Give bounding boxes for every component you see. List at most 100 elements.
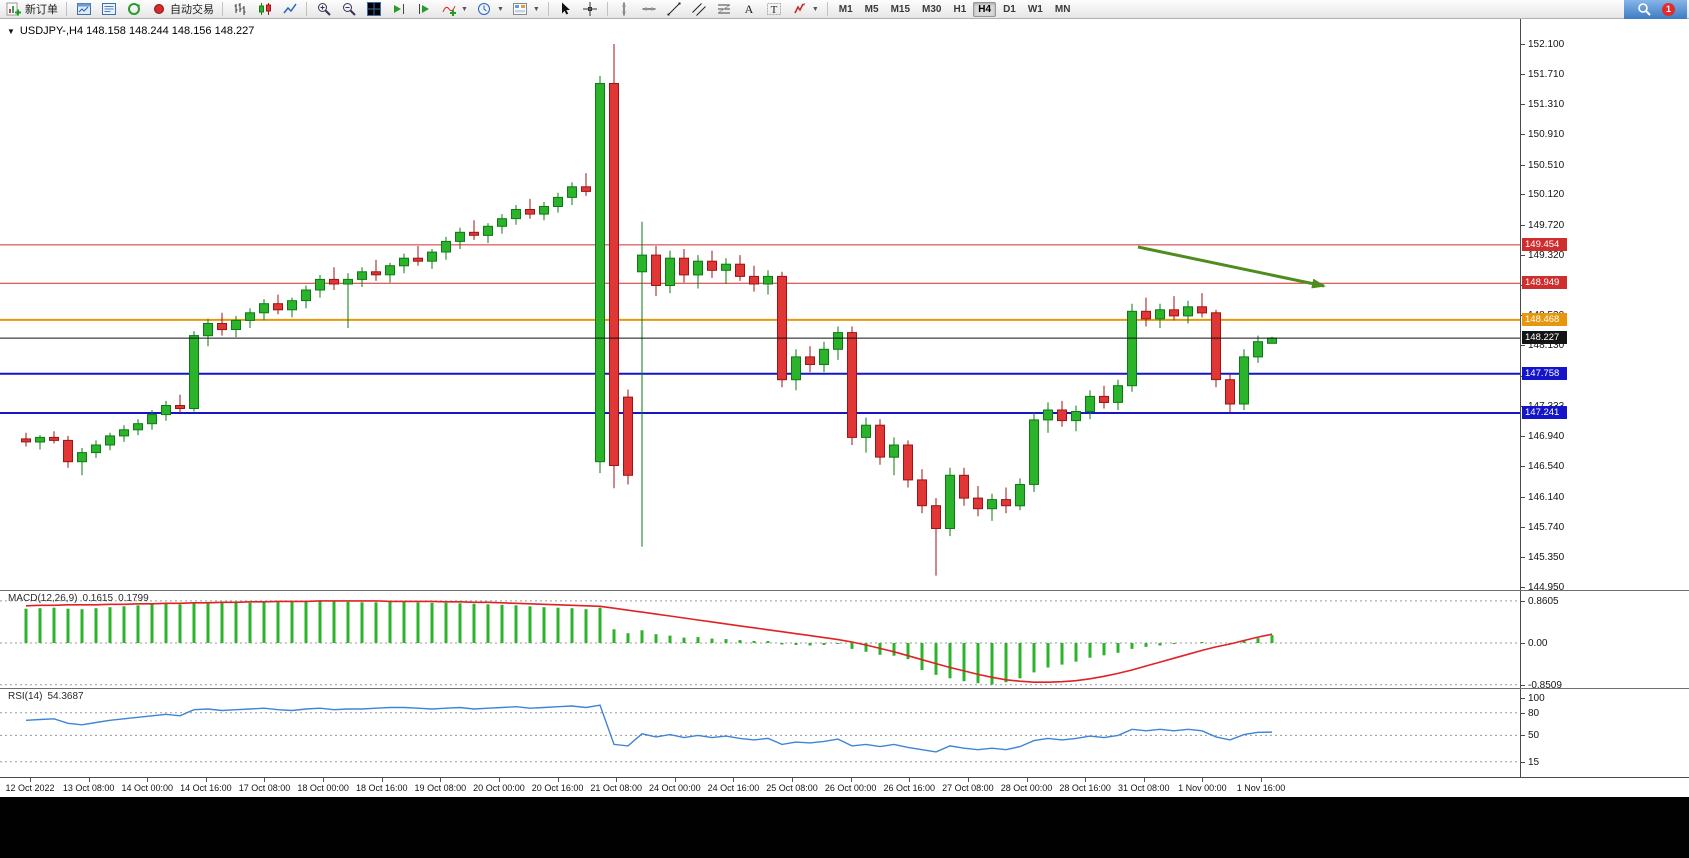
candle-body	[217, 323, 227, 331]
bar-chart-mode-button[interactable]	[228, 1, 251, 18]
toolbar-separator	[66, 2, 67, 16]
chart-title: ▼ USDJPY-,H4 148.158 148.244 148.156 148…	[7, 25, 254, 37]
toolbar-separator	[222, 2, 223, 16]
profiles-icon	[100, 1, 117, 17]
candle-body	[931, 505, 941, 530]
new-order-label: 新订单	[25, 4, 58, 16]
timeframe-m5-button[interactable]: M5	[864, 4, 879, 15]
panel-divider[interactable]	[0, 590, 1689, 591]
timeframe-w1-button[interactable]: W1	[1027, 4, 1043, 15]
price-axis-label: 145.740	[1528, 521, 1565, 533]
zoom-out-button[interactable]	[337, 1, 360, 18]
time-axis-label: 1 Nov 16:00	[1236, 783, 1286, 793]
profiles-button[interactable]	[97, 1, 120, 18]
timeframe-d1-button[interactable]: D1	[1003, 4, 1016, 15]
charts-window-button[interactable]	[72, 1, 95, 18]
timeframe-group: M1 M5 M15 M30 H1 H4 D1 W1 MN	[833, 2, 1077, 17]
time-axis-tick	[792, 778, 794, 782]
time-axis-label: 19 Oct 08:00	[414, 783, 467, 793]
notification-badge[interactable]: 1	[1662, 2, 1675, 16]
timeframe-h4-button[interactable]: H4	[973, 2, 997, 17]
price-axis[interactable]: 152.100 151.710 151.310 150.910 150.510 150.1…	[1520, 19, 1689, 777]
time-axis-tick	[967, 778, 969, 782]
line-chart-mode-button[interactable]	[278, 1, 301, 18]
auto-trading-label: 自动交易	[170, 4, 214, 16]
new-order-button[interactable]: 新订单	[2, 1, 61, 18]
crosshair-icon	[582, 1, 599, 17]
trendline-icon	[666, 1, 683, 17]
candle-body	[777, 275, 787, 381]
cursor-icon	[557, 1, 574, 17]
chart-shift-button[interactable]	[412, 1, 435, 18]
bar-chart-icon	[231, 1, 248, 17]
panel-divider[interactable]	[0, 688, 1689, 689]
zoom-out-icon	[340, 1, 357, 17]
zoom-in-button[interactable]	[312, 1, 335, 18]
candle-body	[847, 332, 857, 438]
main-toolbar: 新订单 自动交易 ▼ ▼ ▼ A T ▼ M1 M5 M15 M30 H1 H4 D1 W1 M…	[0, 0, 1689, 19]
timeframe-m15-button[interactable]: M15	[890, 4, 911, 15]
chart-plot-area[interactable]	[0, 19, 1520, 777]
candle-body	[609, 83, 619, 466]
candle-body	[105, 435, 115, 446]
candle-body	[945, 474, 955, 529]
price-axis-label: 151.710	[1528, 68, 1565, 80]
indicators-icon	[440, 1, 457, 17]
tile-windows-button[interactable]	[362, 1, 385, 18]
indicators-button[interactable]: ▼	[437, 1, 471, 18]
price-axis-tick	[1521, 586, 1525, 588]
label-tool-icon: T	[766, 1, 783, 17]
arrows-tool-button[interactable]: ▼	[788, 1, 822, 18]
fibonacci-tool-button[interactable]	[713, 1, 736, 18]
candle-body	[1001, 499, 1011, 507]
candle-body	[637, 254, 647, 273]
text-tool-icon: A	[741, 1, 758, 17]
time-axis-label: 18 Oct 00:00	[297, 783, 349, 793]
candle-body	[1225, 379, 1235, 405]
auto-trading-button[interactable]: 自动交易	[147, 1, 217, 18]
collapse-triangle-icon[interactable]: ▼	[7, 26, 15, 36]
candlestick-mode-button[interactable]	[253, 1, 276, 18]
vertical-line-tool-button[interactable]	[613, 1, 636, 18]
price-axis-tick	[1521, 164, 1525, 166]
horizontal-line-icon	[641, 1, 658, 17]
price-axis-label: 145.350	[1528, 551, 1565, 563]
candle-body	[763, 275, 773, 285]
templates-button[interactable]: ▼	[509, 1, 543, 18]
trendline-tool-button[interactable]	[663, 1, 686, 18]
candle-body	[595, 83, 605, 463]
label-tool-glyph: T	[771, 4, 778, 16]
tile-windows-icon	[365, 1, 382, 17]
periods-button[interactable]: ▼	[473, 1, 507, 18]
cursor-tool-button[interactable]	[554, 1, 577, 18]
time-axis[interactable]: 12 Oct 2022 13 Oct 08:00 14 Oct 00:00 14 Oc…	[0, 777, 1689, 797]
price-axis-tick	[1521, 466, 1525, 468]
refresh-icon	[125, 1, 142, 17]
timeframe-m30-button[interactable]: M30	[922, 4, 942, 15]
crosshair-tool-button[interactable]	[579, 1, 602, 18]
candle-body	[189, 335, 199, 410]
time-axis-tick	[88, 778, 90, 782]
toolbar-separator	[826, 2, 828, 16]
trend-arrow[interactable]	[1137, 245, 1326, 289]
time-axis-label: 28 Oct 16:00	[1059, 783, 1111, 793]
refresh-button[interactable]	[122, 1, 145, 18]
timeframe-mn-button[interactable]: MN	[1054, 4, 1071, 15]
time-axis-label: 20 Oct 16:00	[531, 783, 584, 793]
auto-scroll-button[interactable]	[387, 1, 410, 18]
time-axis-label: 12 Oct 2022	[5, 783, 55, 793]
time-axis-tick	[1202, 778, 1204, 782]
timeframe-m1-button[interactable]: M1	[838, 4, 853, 15]
macd-axis-tick	[1521, 600, 1525, 602]
channel-tool-button[interactable]	[688, 1, 711, 18]
time-axis-tick	[205, 778, 207, 782]
search-icon[interactable]	[1636, 1, 1653, 17]
candle-body	[1267, 337, 1277, 344]
horizontal-line-tool-button[interactable]	[638, 1, 661, 18]
time-axis-tick	[733, 778, 735, 782]
price-axis-label: 150.510	[1528, 159, 1565, 171]
label-tool-button[interactable]: T	[763, 1, 786, 18]
timeframe-h1-button[interactable]: H1	[953, 4, 967, 15]
text-tool-button[interactable]: A	[738, 1, 761, 18]
